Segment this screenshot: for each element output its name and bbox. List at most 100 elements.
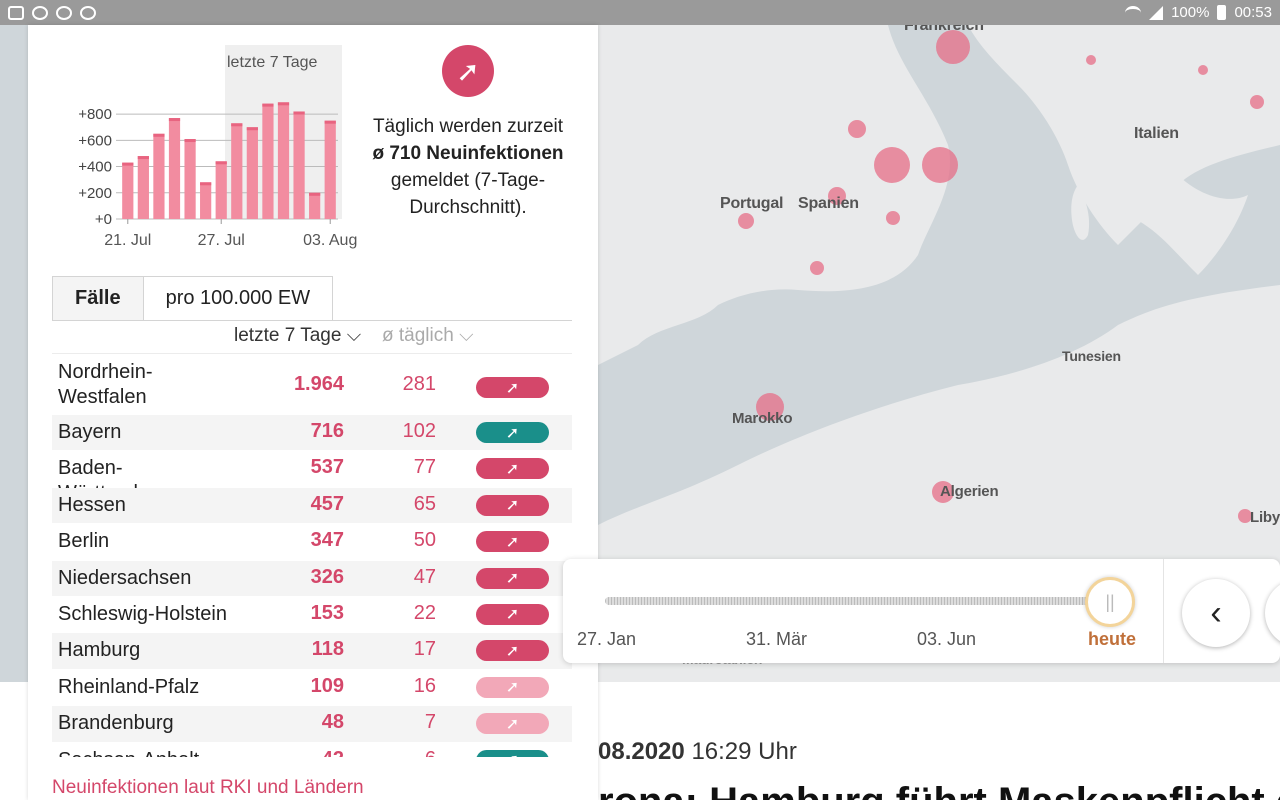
tv-icon (32, 5, 48, 20)
trend-arrow-icon: ➚ (476, 422, 549, 443)
chevron-down-icon: ⌵ (459, 325, 474, 346)
cases-daily-average: 16 (413, 674, 436, 697)
cases-last-7-days: 457 (310, 492, 344, 515)
case-bubble[interactable] (932, 481, 954, 503)
bar[interactable] (168, 118, 181, 219)
cases-daily-average: 17 (413, 638, 436, 661)
table-row[interactable]: Niedersachsen 326 47 ➚ (52, 560, 572, 597)
timeline-track[interactable] (605, 597, 1113, 605)
trend-arrow-icon: ➚ (476, 531, 549, 553)
article-headline[interactable]: rona: Hamburg führt Maskenpflicht e (598, 780, 1280, 800)
case-bubble[interactable] (848, 120, 866, 138)
case-bubble[interactable] (874, 147, 910, 183)
x-tick-label: 21. Jul (104, 232, 151, 249)
phone-icon (80, 5, 96, 20)
case-bubble[interactable] (810, 261, 824, 275)
bar[interactable] (246, 127, 258, 219)
cases-daily-average: 102 (402, 420, 436, 442)
case-bubble[interactable] (738, 213, 754, 229)
previous-button[interactable]: ‹ (1182, 579, 1250, 647)
sort-last-7-days[interactable]: letzte 7 Tage ⌵ (234, 325, 362, 346)
case-bubble[interactable] (1238, 509, 1252, 523)
tab-faelle[interactable]: Fälle (52, 276, 144, 321)
tabs: Fälle pro 100.000 EW (52, 276, 334, 321)
case-bubble[interactable] (1198, 65, 1208, 75)
table-row[interactable]: Nordrhein-Westfalen 1.964 281 ➚ (52, 357, 572, 415)
trend-arrow-icon: ➚ (476, 713, 549, 735)
map-label: Tunesien (1062, 348, 1121, 364)
table-row[interactable]: Hamburg 118 17 ➚ (52, 633, 572, 670)
bar-cap (200, 182, 212, 186)
map-label: Frankreich (904, 25, 984, 34)
trend-arrow-icon: ➚ (476, 458, 549, 480)
y-tick-label: +800 (78, 106, 112, 123)
article-date: 08.2020 (598, 738, 685, 765)
table-row[interactable]: Hessen 457 65 ➚ (52, 487, 572, 525)
battery-icon (1217, 5, 1227, 20)
bar-cap (324, 120, 336, 124)
sort-daily-average[interactable]: ø täglich ⌵ (382, 325, 474, 346)
trend-arrow-icon: ➚ (476, 749, 549, 757)
y-tick-label: +0 (95, 211, 112, 228)
state-name: Nordrhein-Westfalen (58, 361, 153, 408)
timeline-label: 31. Mär (746, 629, 808, 649)
map-label: Spanien (798, 195, 859, 212)
table-row[interactable]: Bayern 716 102 ➚ (52, 415, 572, 452)
article-meta: 08.2020 16:29 Uhr (598, 738, 797, 766)
state-name: Rheinland-Pfalz (58, 675, 200, 698)
x-tick-label: 27. Jul (198, 232, 245, 249)
state-name: Hamburg (58, 639, 141, 662)
timeline-today-label: heute (1088, 629, 1137, 649)
cases-daily-average: 50 (413, 529, 436, 552)
timeline-handle[interactable]: || (1085, 577, 1135, 627)
bar[interactable] (122, 162, 134, 219)
bar[interactable] (153, 133, 165, 219)
table-row[interactable]: Rheinland-Pfalz 109 16 ➚ (52, 670, 572, 707)
table-row[interactable]: Schleswig-Holstein 153 22 ➚ (52, 597, 572, 634)
daily-cases-chart: letzte 7 Tage +800 +600 +400 +200 +0 21. Jul 27… (68, 45, 368, 285)
bar[interactable] (215, 161, 227, 219)
bar-chart: letzte 7 Tage +800 +600 +400 +200 +0 21. Jul 27… (78, 45, 357, 249)
table-row[interactable]: Baden-Württemberg53777➚ (52, 451, 572, 504)
bar[interactable] (231, 123, 243, 219)
bar-cap (184, 139, 196, 143)
table-row[interactable]: Sachsen-Anhalt 42 6 ➚ (52, 743, 572, 757)
bar[interactable] (137, 156, 149, 219)
cases-last-7-days: 42 (322, 748, 344, 757)
case-bubble[interactable] (936, 30, 970, 64)
bar-cap (262, 103, 274, 107)
bar[interactable] (324, 120, 336, 219)
table-header: letzte 7 Tage ⌵ ø täglich ⌵ (52, 320, 572, 354)
bar-cap (293, 111, 305, 115)
state-name: Sachsen-Anhalt (58, 748, 238, 757)
bar[interactable] (293, 111, 305, 219)
state-name: Hessen (58, 493, 126, 516)
timeline: || 27. Jan 31. Mär 03. Jun heute ‹ (563, 559, 1280, 663)
cases-daily-average: 6 (425, 748, 436, 757)
bar[interactable] (277, 102, 290, 219)
next-button[interactable] (1265, 579, 1280, 647)
tab-per-100000[interactable]: pro 100.000 EW (143, 276, 334, 321)
signal-icon (1149, 5, 1164, 20)
bar[interactable] (262, 103, 274, 219)
case-bubble[interactable] (828, 187, 846, 205)
trend-arrow-icon: ➚ (476, 494, 549, 516)
table-row[interactable]: Brandenburg 48 7 ➚ (52, 706, 572, 743)
case-bubble[interactable] (886, 211, 900, 225)
rki-source-link[interactable]: Neuinfektionen laut RKI und Ländern (52, 777, 364, 798)
cases-daily-average: 47 (413, 565, 436, 588)
case-bubble[interactable] (922, 147, 958, 183)
bar-cap (168, 118, 181, 122)
cases-last-7-days: 716 (310, 420, 344, 442)
bar-cap (231, 123, 243, 127)
bar-cap (153, 133, 165, 137)
state-table: Nordrhein-Westfalen 1.964 281 ➚ Bayern 716 102… (52, 357, 572, 757)
wifi-icon (1125, 5, 1142, 20)
bar[interactable] (309, 192, 321, 219)
case-bubble[interactable] (756, 393, 784, 421)
bar[interactable] (184, 139, 196, 219)
table-row[interactable]: Berlin 347 50 ➚ (52, 524, 572, 561)
case-bubble[interactable] (1086, 55, 1096, 65)
case-bubble[interactable] (1250, 95, 1264, 109)
bar[interactable] (200, 182, 212, 219)
